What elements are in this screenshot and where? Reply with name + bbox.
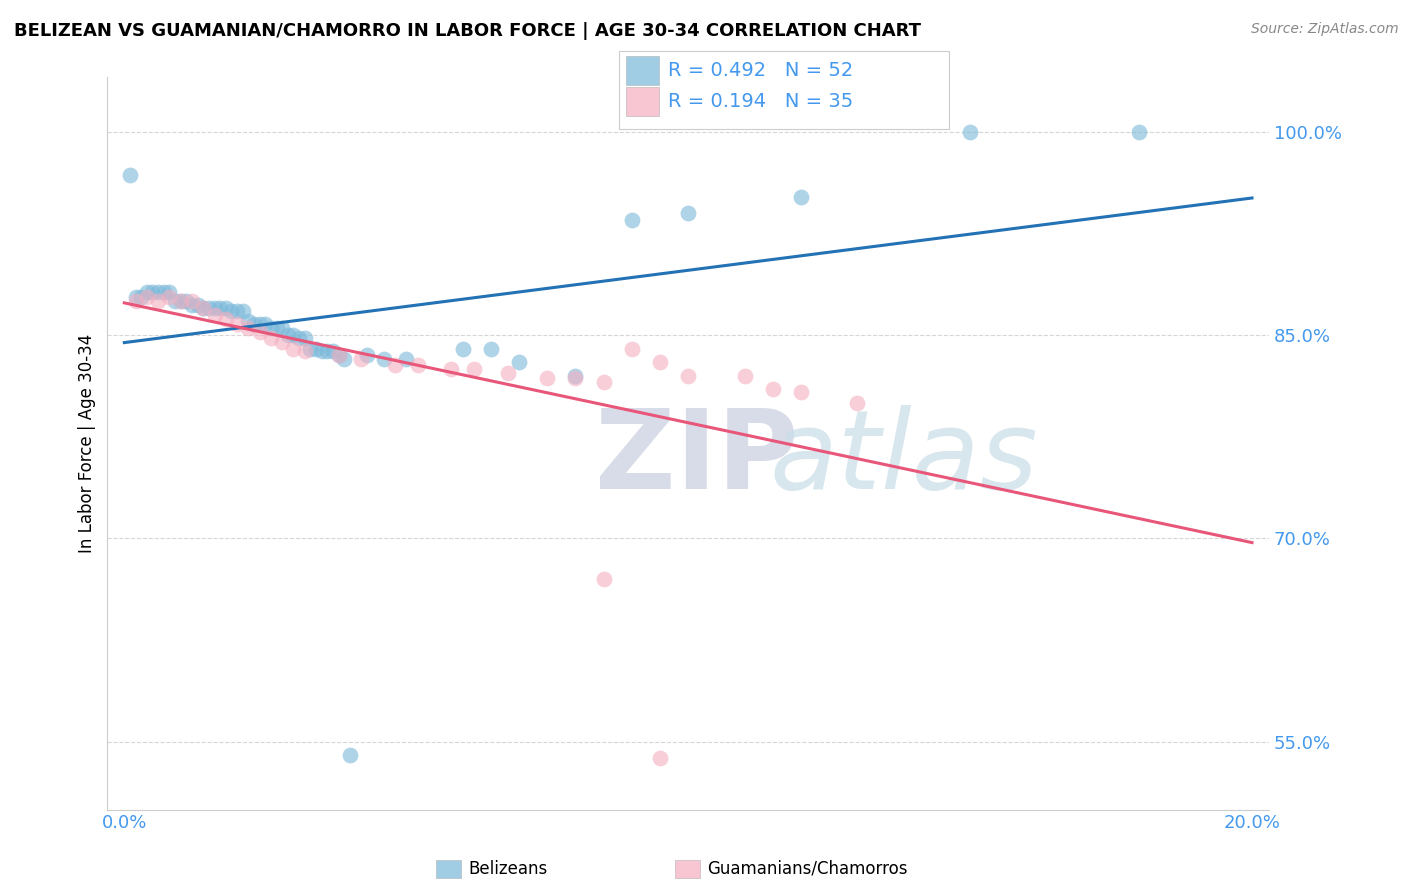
Point — [193, 301, 215, 315]
Point — [254, 317, 277, 331]
Point — [463, 362, 485, 376]
Point — [536, 371, 558, 385]
Point — [305, 342, 328, 356]
Text: Belizeans: Belizeans — [468, 860, 547, 878]
Point — [356, 348, 378, 362]
Point — [271, 321, 294, 335]
Point — [141, 285, 163, 299]
Point — [152, 285, 174, 299]
Point — [181, 294, 204, 309]
Point — [215, 301, 238, 315]
Point — [790, 190, 813, 204]
Point — [440, 362, 463, 376]
Text: R = 0.194   N = 35: R = 0.194 N = 35 — [668, 92, 853, 112]
Text: R = 0.492   N = 52: R = 0.492 N = 52 — [668, 61, 853, 80]
Point — [232, 303, 254, 318]
Point — [283, 342, 305, 356]
Point — [508, 355, 530, 369]
Point — [271, 334, 294, 349]
Point — [129, 290, 152, 304]
Point — [294, 331, 316, 345]
Point — [283, 328, 305, 343]
Point — [198, 301, 221, 315]
Point — [204, 308, 226, 322]
Point — [648, 355, 671, 369]
Point — [204, 301, 226, 315]
Point — [350, 352, 373, 367]
Point — [193, 301, 215, 315]
Point — [260, 321, 283, 335]
Point — [118, 168, 141, 182]
Point — [146, 285, 169, 299]
Point — [676, 206, 699, 220]
Point — [395, 352, 418, 367]
Point — [157, 285, 180, 299]
Point — [266, 321, 288, 335]
Point — [135, 290, 157, 304]
Point — [311, 344, 333, 359]
Point — [564, 371, 586, 385]
Point — [294, 344, 316, 359]
Point — [451, 342, 474, 356]
Point — [176, 294, 198, 309]
Text: BELIZEAN VS GUAMANIAN/CHAMORRO IN LABOR FORCE | AGE 30-34 CORRELATION CHART: BELIZEAN VS GUAMANIAN/CHAMORRO IN LABOR … — [14, 22, 921, 40]
Point — [163, 294, 186, 309]
Point — [846, 396, 869, 410]
Point — [592, 572, 614, 586]
Point — [339, 748, 361, 763]
Point — [648, 751, 671, 765]
Point — [328, 348, 350, 362]
Point — [959, 125, 981, 139]
Point — [496, 366, 519, 380]
Point — [790, 384, 813, 399]
Point — [277, 328, 299, 343]
Point — [406, 358, 429, 372]
Point — [146, 294, 169, 309]
Point — [124, 294, 146, 309]
Point — [181, 298, 204, 312]
Y-axis label: In Labor Force | Age 30-34: In Labor Force | Age 30-34 — [79, 334, 96, 553]
Point — [299, 342, 322, 356]
Text: atlas: atlas — [769, 405, 1038, 512]
Point — [209, 301, 232, 315]
Point — [226, 303, 249, 318]
Point — [333, 352, 356, 367]
Point — [384, 358, 406, 372]
Point — [1128, 125, 1150, 139]
Point — [238, 314, 260, 328]
Point — [249, 326, 271, 340]
Point — [170, 294, 193, 309]
Point — [238, 321, 260, 335]
Point — [322, 344, 344, 359]
Point — [243, 317, 266, 331]
Point — [187, 298, 209, 312]
Point — [373, 352, 395, 367]
Point — [316, 344, 339, 359]
Point — [676, 368, 699, 383]
Point — [479, 342, 502, 356]
Point — [288, 331, 311, 345]
Text: Source: ZipAtlas.com: Source: ZipAtlas.com — [1251, 22, 1399, 37]
Point — [170, 294, 193, 309]
Point — [157, 290, 180, 304]
Point — [564, 368, 586, 383]
Point — [620, 212, 643, 227]
Point — [620, 342, 643, 356]
Point — [124, 290, 146, 304]
Point — [135, 285, 157, 299]
Point — [734, 368, 756, 383]
Point — [592, 376, 614, 390]
Point — [221, 303, 243, 318]
Point — [226, 317, 249, 331]
Point — [260, 331, 283, 345]
Text: ZIP: ZIP — [595, 405, 799, 512]
Point — [328, 348, 350, 362]
Point — [215, 311, 238, 326]
Point — [762, 382, 785, 396]
Text: Guamanians/Chamorros: Guamanians/Chamorros — [707, 860, 908, 878]
Point — [249, 317, 271, 331]
